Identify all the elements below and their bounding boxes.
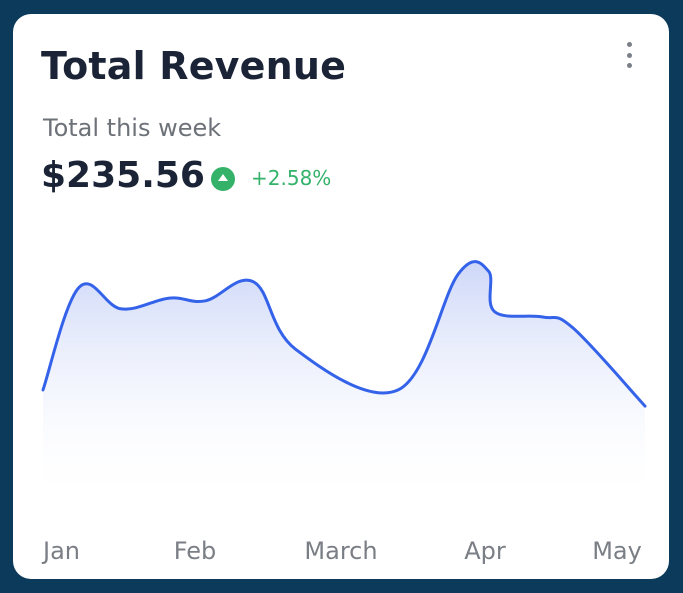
more-vertical-icon[interactable] <box>619 40 639 70</box>
area-fill <box>43 261 645 506</box>
revenue-card: Total Revenue Total this week $235.56 +2… <box>13 14 669 579</box>
x-tick-label: Jan <box>41 537 80 565</box>
x-tick-label: May <box>592 537 642 565</box>
card-title: Total Revenue <box>41 44 347 88</box>
revenue-change: +2.58% <box>251 166 332 190</box>
arrow-up-circle-icon <box>211 167 235 191</box>
series-line <box>41 260 647 408</box>
x-tick-label: Feb <box>174 537 217 565</box>
revenue-amount: $235.56 <box>41 155 205 196</box>
x-axis-labels: Jan Feb March Apr May <box>41 537 642 565</box>
menu-dot <box>626 63 632 68</box>
card-subtitle: Total this week <box>43 114 222 142</box>
revenue-area-chart: Jan Feb March Apr May <box>41 260 647 565</box>
x-tick-label: March <box>304 537 377 565</box>
x-tick-label: Apr <box>464 537 506 565</box>
menu-dot <box>626 42 632 47</box>
menu-dot <box>626 52 632 58</box>
